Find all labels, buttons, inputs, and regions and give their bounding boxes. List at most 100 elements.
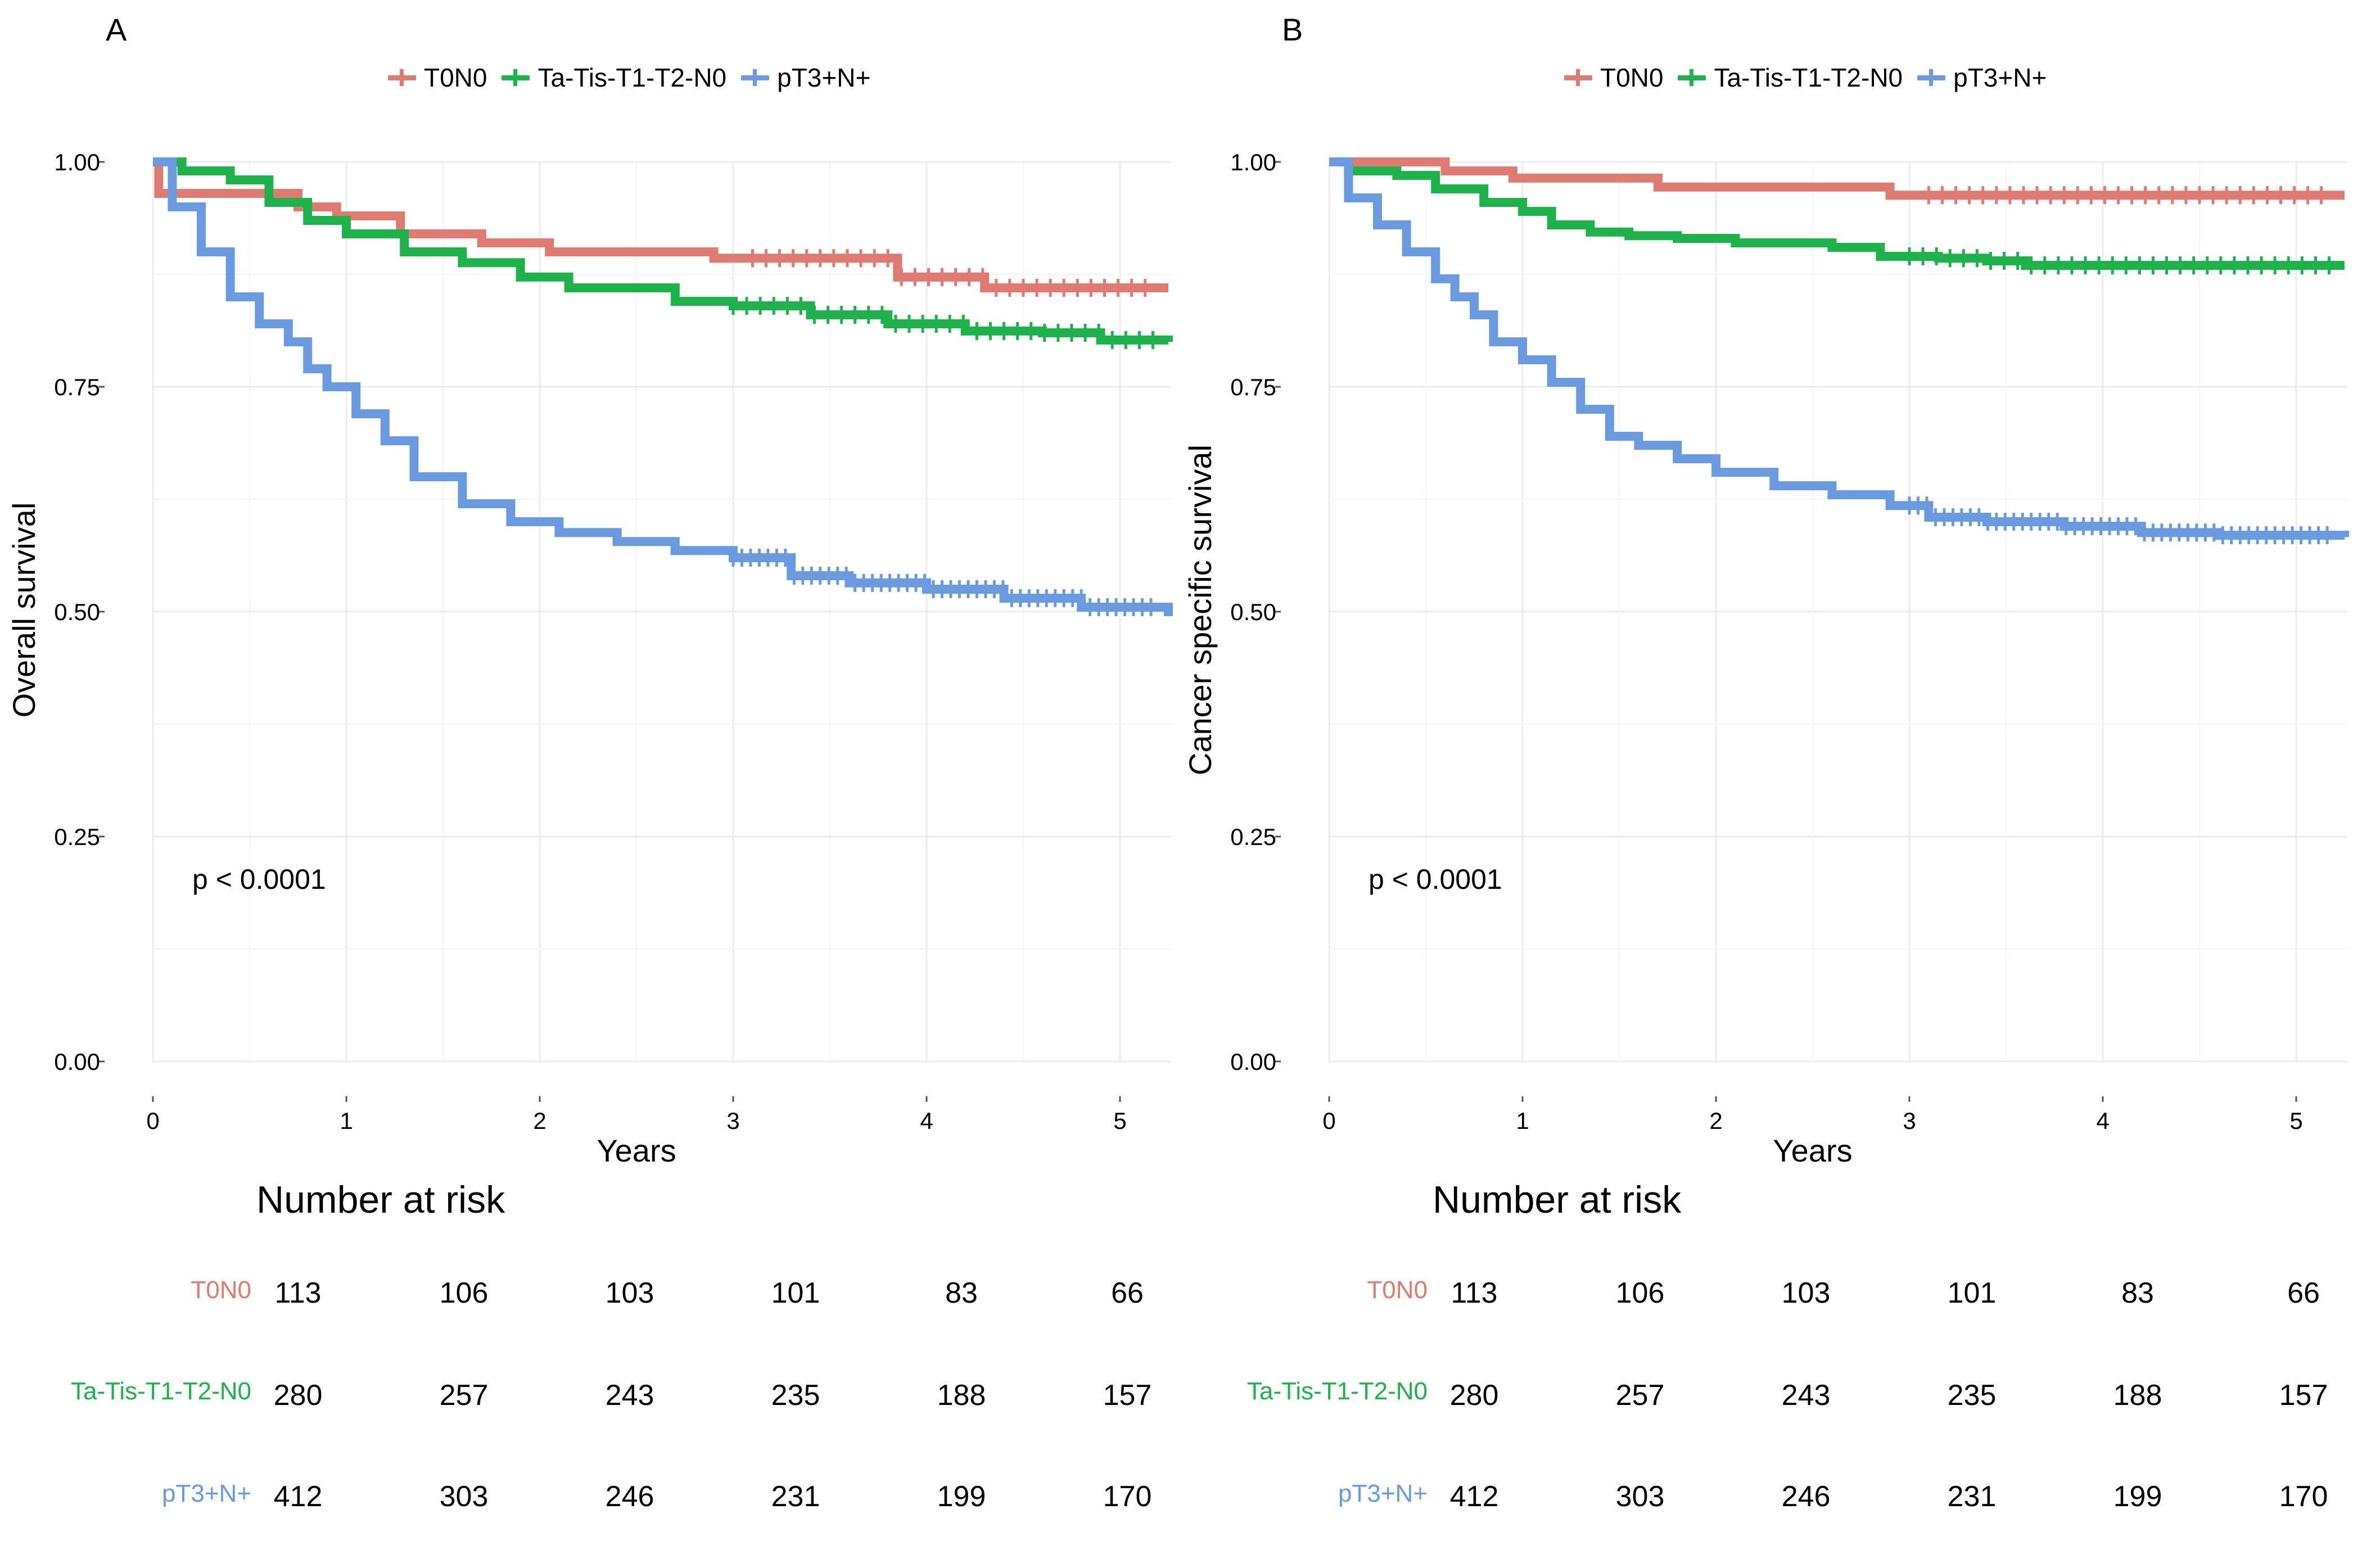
x-axis-label: Years [597, 1133, 676, 1168]
risk-value: 83 [945, 1277, 978, 1309]
risk-value: 199 [2113, 1480, 2162, 1513]
y-tick-label: 0.50 [1230, 599, 1276, 625]
risk-table-title: Number at risk [1433, 1178, 1682, 1221]
risk-value: 257 [1615, 1379, 1665, 1412]
legend-key-t0n0 [1564, 66, 1592, 89]
legend-label-t0n0: T0N0 [424, 63, 487, 92]
x-tick-label: 5 [1113, 1108, 1126, 1134]
risk-value: 170 [1103, 1480, 1152, 1513]
legend-label-pt3: pT3+N+ [1953, 63, 2047, 92]
risk-value: 243 [605, 1379, 654, 1412]
risk-value: 66 [2287, 1277, 2320, 1309]
x-tick-label: 5 [2289, 1108, 2302, 1134]
x-tick-label: 0 [146, 1108, 159, 1134]
curves [1329, 157, 2349, 544]
legend-key-ta-tis [1678, 66, 1706, 89]
y-tick-label: 1.00 [1230, 149, 1276, 175]
y-tick-label: 0.25 [54, 824, 100, 850]
y-tick-label: 0.25 [1230, 824, 1276, 850]
panel-label: B [1282, 12, 1303, 47]
legend-key-ta-tis [502, 66, 530, 89]
risk-table-title: Number at risk [256, 1178, 505, 1221]
risk-value: 103 [1781, 1277, 1831, 1309]
risk-value: 246 [1781, 1480, 1831, 1513]
legend-label-ta-tis: Ta-Tis-T1-T2-N0 [1714, 63, 1903, 92]
km-curve-t0n0 [1329, 157, 2345, 200]
y-tick-label: 0.75 [54, 374, 100, 400]
y-tick-label: 0.75 [1230, 374, 1276, 400]
risk-row-label-pt3: pT3+N+ [162, 1480, 251, 1507]
y-tick-label: 0.00 [54, 1049, 100, 1075]
y-axis-label: Overall survival [6, 503, 42, 718]
risk-value: 170 [2279, 1480, 2328, 1513]
risk-value: 157 [1103, 1379, 1152, 1412]
x-tick-label: 2 [1709, 1108, 1722, 1134]
risk-value: 83 [2121, 1277, 2154, 1309]
km-curve-pt3 [153, 157, 1173, 616]
risk-value: 280 [1449, 1379, 1499, 1412]
legend: T0N0 Ta-Tis-T1-T2-N0 pT3+N+ [1564, 61, 2061, 94]
x-tick-label: 0 [1322, 1108, 1335, 1134]
risk-value: 235 [771, 1379, 820, 1412]
risk-value: 246 [605, 1480, 654, 1513]
panel-label: A [106, 12, 127, 47]
risk-value: 280 [273, 1379, 323, 1412]
legend-label-pt3: pT3+N+ [777, 63, 871, 92]
legend-item-pt3: pT3+N+ [1917, 62, 2047, 93]
x-tick-label: 4 [2096, 1108, 2109, 1134]
risk-value: 101 [771, 1277, 820, 1309]
risk-value: 231 [771, 1480, 820, 1513]
km-curve-pt3 [1329, 157, 2349, 540]
risk-value: 412 [1449, 1480, 1499, 1513]
km-plot: 0.00 0.25 0.50 0.75 1.00 0 1 2 3 4 5 Years Cancer … [1182, 149, 2349, 1168]
risk-value: 101 [1947, 1277, 1997, 1309]
risk-value: 113 [1451, 1277, 1498, 1309]
risk-value: 66 [1111, 1277, 1144, 1309]
legend: T0N0 Ta-Tis-T1-T2-N0 pT3+N+ [388, 61, 885, 94]
x-tick-label: 2 [533, 1108, 546, 1134]
risk-value: 157 [2279, 1379, 2328, 1412]
x-tick-label: 4 [920, 1108, 933, 1134]
risk-value: 188 [937, 1379, 986, 1412]
risk-value: 199 [937, 1480, 986, 1513]
legend-item-pt3: pT3+N+ [741, 62, 870, 93]
legend-key-pt3 [1917, 66, 1946, 89]
risk-row-label-pt3: pT3+N+ [1338, 1480, 1428, 1507]
risk-row-label-t0n0: T0N0 [1367, 1276, 1428, 1304]
curves [153, 157, 1173, 616]
grid [1328, 161, 2347, 1063]
x-tick-label: 1 [1516, 1108, 1529, 1134]
y-tick-label: 0.50 [54, 599, 100, 625]
risk-row-label-ta-tis: Ta-Tis-T1-T2-N0 [1246, 1377, 1428, 1405]
risk-row-label-t0n0: T0N0 [191, 1276, 251, 1304]
legend-item-ta-tis: Ta-Tis-T1-T2-N0 [1678, 62, 1903, 93]
x-tick-label: 3 [726, 1108, 739, 1134]
legend-label-t0n0: T0N0 [1600, 63, 1664, 92]
km-curve-t0n0 [153, 157, 1168, 292]
risk-row-label-ta-tis: Ta-Tis-T1-T2-N0 [70, 1377, 251, 1405]
risk-value: 106 [1615, 1277, 1665, 1309]
risk-value: 235 [1947, 1379, 1997, 1412]
x-axis-label: Years [1773, 1133, 1852, 1168]
y-tick-label: 0.00 [1230, 1049, 1276, 1075]
legend-item-t0n0: T0N0 [1564, 62, 1663, 93]
y-axis-label: Cancer specific survival [1182, 445, 1218, 775]
panel-b: B T0N0 Ta-Tis-T1-T2-N0 pT3+N+ 0.00 0.25 0.… [1176, 0, 2352, 1568]
risk-value: 257 [439, 1379, 489, 1412]
km-curve-ta-tis [1329, 157, 2345, 270]
x-tick-label: 1 [340, 1108, 353, 1134]
p-value: p < 0.0001 [1369, 864, 1502, 895]
p-value: p < 0.0001 [192, 864, 326, 895]
grid [152, 161, 1171, 1063]
x-tick-label: 3 [1903, 1108, 1916, 1134]
risk-value: 106 [439, 1277, 489, 1309]
panel-a: A T0N0 Ta-Tis-T1-T2-N0 pT3+N+ 0.00 0.25 0.… [0, 0, 1176, 1568]
axes: 0.00 0.25 0.50 0.75 1.00 0 1 2 3 4 5 [1230, 149, 2302, 1134]
risk-value: 103 [605, 1277, 654, 1309]
risk-value: 303 [439, 1480, 489, 1513]
y-tick-label: 1.00 [54, 149, 100, 175]
km-plot: 0.00 0.25 0.50 0.75 1.00 0 1 2 3 4 5 Years Overall… [6, 149, 1173, 1168]
legend-key-pt3 [741, 66, 770, 89]
risk-value: 243 [1781, 1379, 1831, 1412]
legend-label-ta-tis: Ta-Tis-T1-T2-N0 [538, 63, 727, 92]
